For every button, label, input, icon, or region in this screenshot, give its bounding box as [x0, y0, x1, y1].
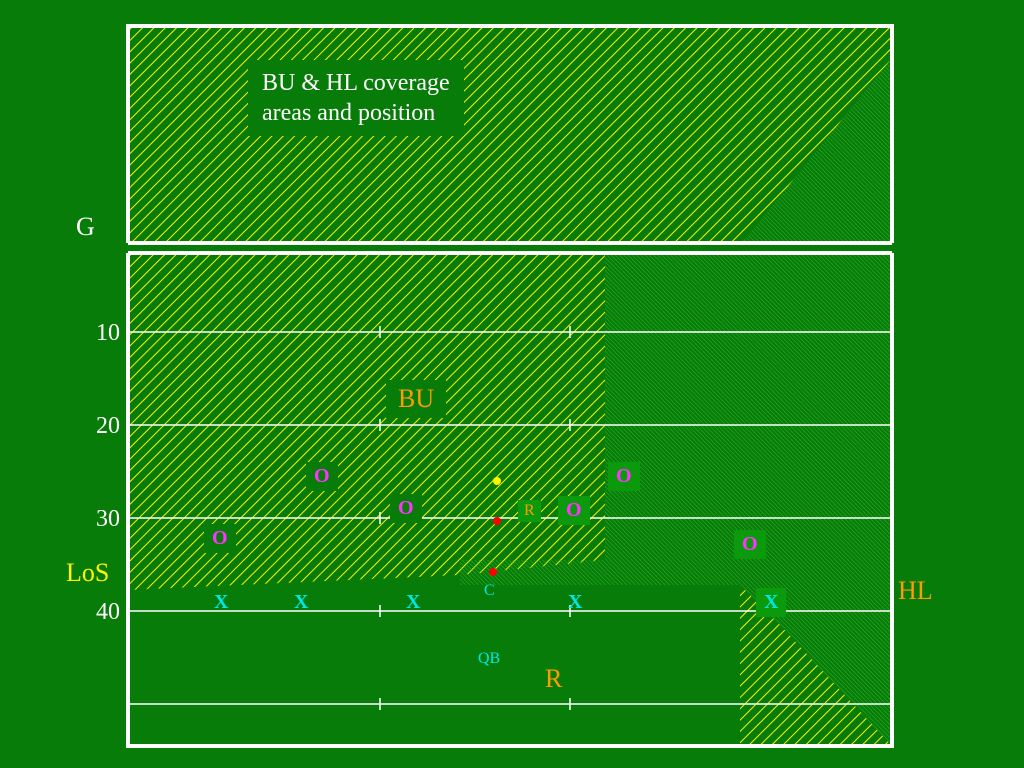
small-label-R: R — [518, 500, 541, 522]
player-O-4: O — [608, 462, 640, 491]
player-X-4: X — [756, 588, 786, 617]
label-LoS: LoS — [66, 558, 109, 588]
yard-label-10: 10 — [70, 320, 120, 347]
marker-dot-1 — [493, 517, 501, 525]
marker-dot-2 — [489, 568, 497, 576]
player-O-1: O — [306, 462, 338, 491]
title-box: BU & HL coverageareas and position — [248, 60, 464, 136]
title-line1: BU & HL coverage — [262, 68, 450, 98]
marker-dot-0 — [493, 477, 501, 485]
player-X-3: X — [560, 588, 590, 617]
title-line2: areas and position — [262, 98, 450, 128]
bu-label: BU — [386, 380, 446, 418]
field-diagram — [0, 0, 1024, 768]
small-label-QB: QB — [478, 650, 500, 668]
small-label-C: C — [484, 582, 495, 600]
yard-label-30: 30 — [70, 506, 120, 533]
player-X-1: X — [286, 588, 316, 617]
label-HL: HL — [898, 576, 933, 606]
zone-mid-yellow — [128, 253, 605, 575]
player-O-3: O — [558, 496, 590, 525]
label-G: G — [76, 212, 95, 242]
player-X-2: X — [398, 588, 428, 617]
player-O-5: O — [734, 530, 766, 559]
player-O-2: O — [390, 494, 422, 523]
yard-label-20: 20 — [70, 413, 120, 440]
yard-label-40: 40 — [70, 599, 120, 626]
player-X-0: X — [206, 588, 236, 617]
player-O-0: O — [204, 524, 236, 553]
label-R: R — [545, 664, 562, 694]
